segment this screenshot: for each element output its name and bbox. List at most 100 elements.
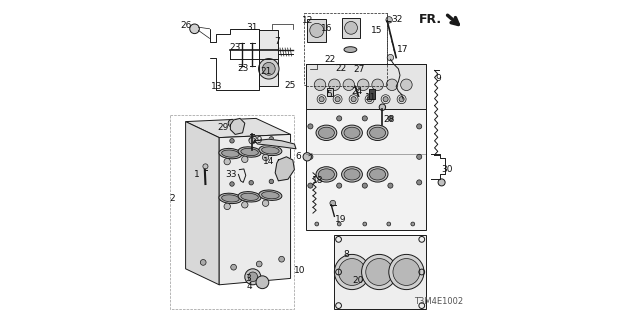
Circle shape	[388, 254, 424, 290]
Circle shape	[367, 97, 372, 102]
Ellipse shape	[219, 193, 242, 204]
Circle shape	[344, 21, 357, 34]
Text: 5: 5	[327, 90, 332, 99]
Text: T3M4E1002: T3M4E1002	[414, 297, 463, 306]
Circle shape	[262, 154, 269, 161]
Circle shape	[279, 256, 285, 262]
Text: 7: 7	[274, 37, 280, 46]
Polygon shape	[254, 139, 296, 149]
Circle shape	[343, 79, 355, 91]
Circle shape	[319, 97, 324, 102]
Ellipse shape	[342, 125, 362, 140]
Polygon shape	[306, 64, 426, 109]
Text: 29: 29	[251, 136, 262, 145]
Text: 33: 33	[225, 170, 237, 179]
Text: 31: 31	[246, 23, 258, 32]
Circle shape	[363, 222, 367, 226]
Text: 25: 25	[284, 81, 296, 90]
Text: 29: 29	[218, 124, 229, 132]
Text: 11: 11	[365, 93, 377, 102]
Ellipse shape	[262, 192, 279, 199]
Circle shape	[417, 180, 422, 185]
Circle shape	[438, 179, 445, 186]
Circle shape	[308, 124, 313, 129]
Circle shape	[228, 119, 236, 127]
Text: 30: 30	[442, 165, 453, 174]
Text: 22: 22	[324, 55, 335, 64]
Circle shape	[259, 59, 279, 79]
Circle shape	[262, 62, 275, 75]
Text: 26: 26	[180, 21, 191, 30]
Text: 22: 22	[335, 64, 347, 73]
Ellipse shape	[342, 167, 362, 182]
Circle shape	[334, 254, 370, 290]
Ellipse shape	[370, 169, 385, 180]
Circle shape	[337, 116, 342, 121]
Circle shape	[387, 222, 390, 226]
Circle shape	[314, 79, 326, 91]
Text: 10: 10	[294, 266, 305, 275]
Circle shape	[351, 97, 356, 102]
Circle shape	[269, 179, 274, 184]
Polygon shape	[334, 235, 426, 309]
Circle shape	[269, 137, 274, 141]
Polygon shape	[259, 30, 278, 86]
Text: 9: 9	[436, 74, 441, 83]
Circle shape	[231, 264, 237, 270]
Polygon shape	[369, 89, 375, 99]
Circle shape	[399, 97, 404, 102]
Text: 17: 17	[397, 45, 408, 54]
Circle shape	[366, 259, 393, 285]
Circle shape	[245, 269, 261, 285]
Circle shape	[362, 116, 367, 121]
Ellipse shape	[241, 148, 259, 156]
Polygon shape	[327, 88, 333, 96]
Circle shape	[386, 17, 392, 23]
Text: 3: 3	[245, 274, 251, 283]
Polygon shape	[186, 118, 291, 138]
Ellipse shape	[238, 147, 261, 157]
Circle shape	[357, 79, 369, 91]
Circle shape	[256, 276, 269, 289]
Circle shape	[417, 124, 422, 129]
Circle shape	[224, 158, 230, 165]
Text: FR.: FR.	[419, 13, 442, 26]
Text: 20: 20	[352, 276, 364, 285]
Ellipse shape	[344, 169, 360, 180]
Polygon shape	[219, 134, 291, 285]
Circle shape	[330, 200, 336, 206]
Circle shape	[388, 116, 393, 121]
Ellipse shape	[316, 167, 337, 182]
Text: 16: 16	[321, 24, 333, 33]
Circle shape	[242, 202, 248, 208]
Ellipse shape	[367, 167, 388, 182]
Circle shape	[329, 79, 340, 91]
Circle shape	[387, 54, 394, 61]
Circle shape	[200, 260, 206, 265]
Ellipse shape	[319, 169, 334, 180]
Circle shape	[310, 23, 324, 37]
Circle shape	[362, 183, 367, 188]
Circle shape	[303, 153, 312, 161]
Circle shape	[248, 272, 258, 282]
Circle shape	[308, 183, 313, 188]
Circle shape	[189, 24, 200, 34]
Circle shape	[315, 222, 319, 226]
Ellipse shape	[367, 125, 388, 140]
Circle shape	[339, 259, 365, 285]
Text: 32: 32	[392, 15, 403, 24]
Text: 21: 21	[260, 68, 271, 76]
Ellipse shape	[259, 145, 282, 156]
Text: 18: 18	[312, 176, 323, 185]
Circle shape	[203, 164, 208, 169]
Polygon shape	[307, 19, 326, 42]
Circle shape	[256, 261, 262, 267]
Ellipse shape	[344, 127, 360, 138]
Circle shape	[335, 97, 340, 102]
Ellipse shape	[316, 125, 337, 140]
Polygon shape	[230, 118, 245, 134]
Circle shape	[249, 138, 255, 144]
Circle shape	[242, 156, 248, 163]
Circle shape	[379, 104, 385, 110]
Ellipse shape	[319, 127, 334, 138]
